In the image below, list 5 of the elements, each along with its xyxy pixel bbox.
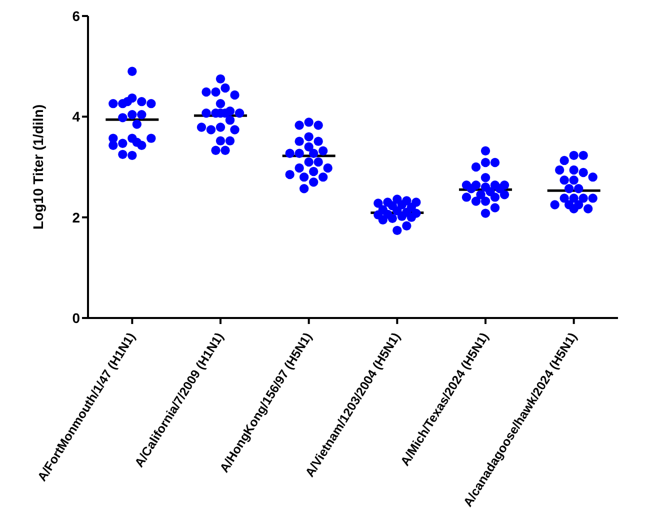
y-tick-label: 6 — [72, 8, 80, 24]
y-tick-label: 0 — [72, 310, 80, 326]
y-tick-label: 2 — [72, 209, 80, 226]
y-axis-title: Log10 Titer (1/diln) — [30, 104, 46, 230]
y-tick-label: 4 — [72, 108, 80, 125]
